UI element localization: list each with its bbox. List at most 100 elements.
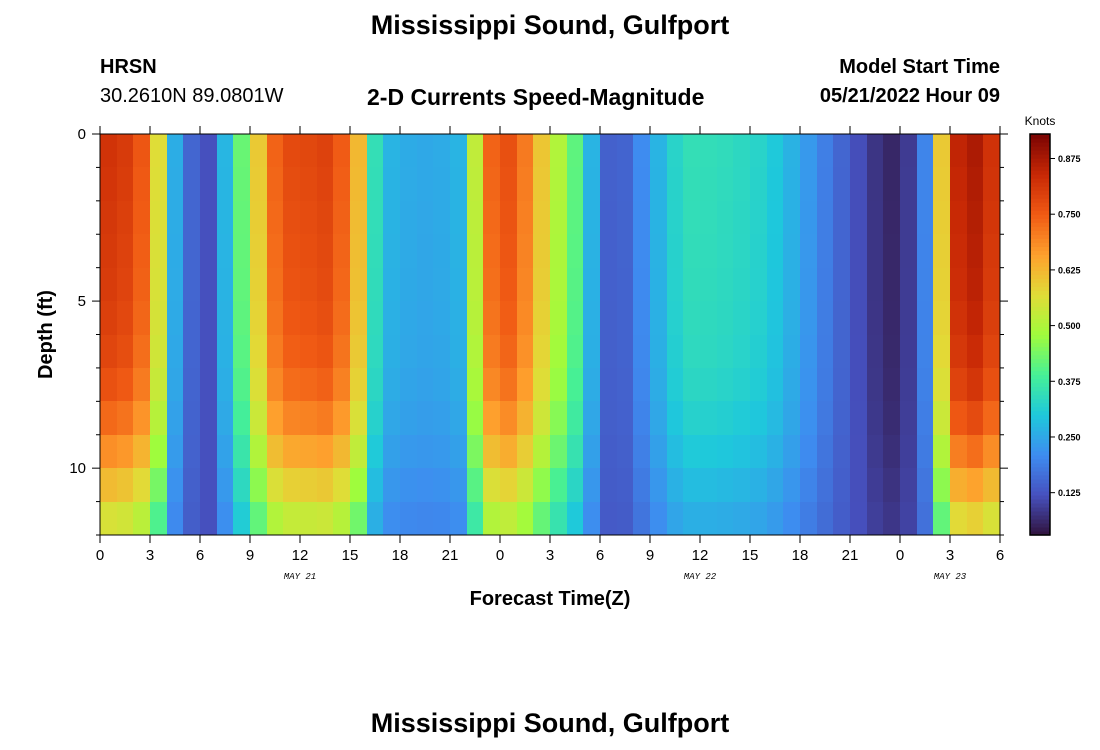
heatmap-cell xyxy=(467,468,483,502)
heatmap-cell xyxy=(550,368,567,401)
heatmap-cell xyxy=(850,435,867,468)
colorbar-segment xyxy=(1030,186,1050,191)
heatmap-cell xyxy=(817,368,833,401)
colorbar-segment xyxy=(1030,451,1050,456)
heatmap-cell xyxy=(617,268,633,301)
heatmap-cell xyxy=(217,435,233,468)
x-tick-label: 9 xyxy=(646,547,654,564)
colorbar-segment xyxy=(1030,154,1050,159)
heatmap-cell xyxy=(567,335,583,368)
heatmap-cell xyxy=(150,134,167,167)
heatmap-cell xyxy=(217,368,233,401)
heatmap-cell xyxy=(717,368,733,401)
heatmap-cell xyxy=(100,435,117,468)
heatmap-cell xyxy=(117,468,133,502)
colorbar-segment xyxy=(1030,314,1050,319)
heatmap-cell xyxy=(433,167,450,201)
heatmap-cell xyxy=(750,201,767,234)
heatmap-cell xyxy=(217,401,233,435)
colorbar-segment xyxy=(1030,419,1050,424)
heatmap-cell xyxy=(300,234,317,268)
heatmap-cell xyxy=(100,167,117,201)
heatmap-cell xyxy=(283,301,300,335)
y-tick-label: 5 xyxy=(78,293,86,310)
heatmap-cell xyxy=(950,401,967,435)
colorbar-segment xyxy=(1030,343,1050,348)
heatmap-cell xyxy=(717,435,733,468)
heatmap-cell xyxy=(367,201,383,234)
heatmap-cell xyxy=(700,201,717,234)
heatmap-cell xyxy=(367,134,383,167)
heatmap-cell xyxy=(183,301,200,335)
heatmap-cell xyxy=(733,234,750,268)
heatmap-cell xyxy=(250,468,267,502)
heatmap-cell xyxy=(833,435,850,468)
heatmap-cell xyxy=(500,335,517,368)
heatmap-cell xyxy=(750,368,767,401)
heatmap-cell xyxy=(517,234,533,268)
heatmap-cell xyxy=(717,234,733,268)
y-axis-label: Depth (ft) xyxy=(35,290,57,379)
heatmap-cell xyxy=(217,234,233,268)
heatmap-cell xyxy=(383,435,400,468)
colorbar-segment xyxy=(1030,222,1050,227)
heatmap-cell xyxy=(467,268,483,301)
heatmap-cell xyxy=(650,401,667,435)
heatmap-cell xyxy=(300,502,317,535)
colorbar-label: Knots xyxy=(1025,114,1056,128)
heatmap-cell xyxy=(200,167,217,201)
heatmap-cell xyxy=(100,134,117,167)
colorbar: Knots0.1250.2500.3750.5000.6250.7500.875 xyxy=(1025,114,1081,536)
heatmap-cell xyxy=(617,167,633,201)
heatmap-cell xyxy=(917,401,933,435)
heatmap-cell xyxy=(167,234,183,268)
heatmap-cell xyxy=(383,468,400,502)
colorbar-segment xyxy=(1030,391,1050,396)
y-tick-label: 10 xyxy=(69,460,86,477)
colorbar-segment xyxy=(1030,326,1050,331)
heatmap-cell xyxy=(633,468,650,502)
colorbar-segment xyxy=(1030,158,1050,163)
heatmap-cell xyxy=(917,435,933,468)
heatmap-cell xyxy=(167,134,183,167)
heatmap-cell xyxy=(983,468,1000,502)
heatmap-cell xyxy=(967,301,983,335)
heatmap-cell xyxy=(767,502,783,535)
heatmap-cell xyxy=(850,368,867,401)
heatmap-cell xyxy=(800,435,817,468)
colorbar-segment xyxy=(1030,310,1050,315)
heatmap-cell xyxy=(100,401,117,435)
heatmap-cell xyxy=(267,435,283,468)
heatmap-cell xyxy=(350,368,367,401)
colorbar-segment xyxy=(1030,383,1050,388)
heatmap-cell xyxy=(567,401,583,435)
x-tick-label: 0 xyxy=(896,547,904,564)
heatmap-cell xyxy=(900,468,917,502)
heatmap-cell xyxy=(467,368,483,401)
heatmap-cell xyxy=(117,502,133,535)
heatmap-cell xyxy=(700,502,717,535)
heatmap-cell xyxy=(233,301,250,335)
heatmap-cell xyxy=(500,234,517,268)
heatmap-cell xyxy=(417,201,433,234)
heatmap-cell xyxy=(917,234,933,268)
heatmap-cell xyxy=(467,234,483,268)
heatmap-cell xyxy=(867,134,883,167)
heatmap-cell xyxy=(283,502,300,535)
heatmap-cell xyxy=(567,201,583,234)
heatmap-cell xyxy=(150,368,167,401)
heatmap-cell xyxy=(683,201,700,234)
heatmap-cell xyxy=(100,268,117,301)
heatmap-cell xyxy=(450,134,467,167)
heatmap-cell xyxy=(883,368,900,401)
heatmap-cell xyxy=(217,301,233,335)
heatmap-cell xyxy=(300,268,317,301)
heatmap-cell xyxy=(450,201,467,234)
heatmap-cell xyxy=(683,468,700,502)
heatmap-cell xyxy=(250,268,267,301)
heatmap-cell xyxy=(217,335,233,368)
colorbar-tick-label: 0.625 xyxy=(1058,265,1081,275)
heatmap-cell xyxy=(633,268,650,301)
heatmap-cell xyxy=(383,234,400,268)
heatmap-cell xyxy=(817,468,833,502)
